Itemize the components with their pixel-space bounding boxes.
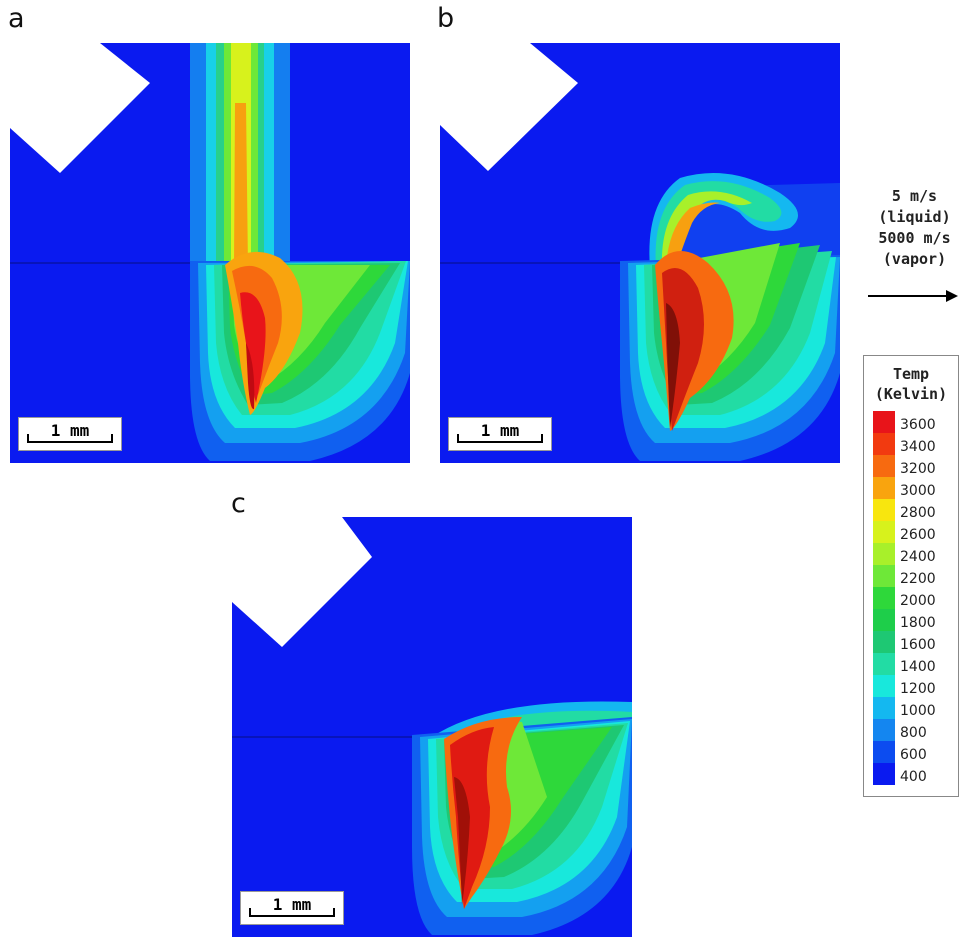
legend-level-label: 800 xyxy=(900,725,927,741)
panel-b-letter: b xyxy=(437,3,455,34)
legend-level-label: 2400 xyxy=(900,549,936,565)
legend-swatch xyxy=(873,411,895,433)
panel-b-scale-line xyxy=(457,434,543,443)
panel-a-contour-plot xyxy=(10,43,410,461)
legend-level-label: 3600 xyxy=(900,417,936,433)
legend-level-label: 2200 xyxy=(900,571,936,587)
nozzle-shape xyxy=(440,43,578,171)
panel-c-scale-line xyxy=(249,908,335,917)
panel-c-scale-label: 1 mm xyxy=(272,895,312,914)
panel-a-scale-label: 1 mm xyxy=(50,421,90,440)
legend-level-label: 2600 xyxy=(900,527,936,543)
panel-a-scale-line xyxy=(27,434,113,443)
legend-swatch xyxy=(873,477,895,499)
panel-c-contour-plot xyxy=(232,517,632,935)
legend-swatch xyxy=(873,565,895,587)
legend-title-line2: (Kelvin) xyxy=(874,385,948,403)
legend-swatch xyxy=(873,719,895,741)
panel-b-temperature-field: 1 mm xyxy=(440,43,840,463)
legend-swatch xyxy=(873,543,895,565)
panel-a-temperature-field: 1 mm xyxy=(10,43,410,463)
legend-level-label: 3200 xyxy=(900,461,936,477)
panel-b-scale-label: 1 mm xyxy=(480,421,520,440)
legend-level-label: 3400 xyxy=(900,439,936,455)
legend-title-line1: Temp xyxy=(892,365,930,383)
legend-swatch xyxy=(873,675,895,697)
legend-swatch xyxy=(873,631,895,653)
nozzle-shape xyxy=(10,43,150,173)
legend-swatch xyxy=(873,433,895,455)
panel-a-letter: a xyxy=(8,3,25,34)
velocity-arrow-icon xyxy=(868,290,958,302)
panel-c-scale-bar: 1 mm xyxy=(240,891,344,925)
legend-level-label: 400 xyxy=(900,769,927,785)
legend-level-label: 1400 xyxy=(900,659,936,675)
legend-swatch xyxy=(873,587,895,609)
legend-swatch xyxy=(873,741,895,763)
legend-swatch xyxy=(873,499,895,521)
panel-b-scale-bar: 1 mm xyxy=(448,417,552,451)
vapor-velocity-label: (vapor) xyxy=(882,250,947,268)
legend-swatch xyxy=(873,697,895,719)
nozzle-shape xyxy=(232,517,372,647)
legend-level-label: 3000 xyxy=(900,483,936,499)
panel-c-letter: c xyxy=(231,488,246,519)
legend-swatch xyxy=(873,609,895,631)
legend-level-label: 2000 xyxy=(900,593,936,609)
legend-level-label: 1600 xyxy=(900,637,936,653)
temperature-legend: Temp (Kelvin) 3600 3400 3200 3000 2800 2600 24… xyxy=(863,355,959,797)
vapor-velocity-value: 5000 m/s xyxy=(878,229,951,247)
legend-swatch xyxy=(873,455,895,477)
liquid-velocity-label: (liquid) xyxy=(878,208,951,226)
legend-swatch xyxy=(873,653,895,675)
legend-swatch xyxy=(873,763,895,785)
liquid-velocity-value: 5 m/s xyxy=(891,187,938,205)
legend-swatches xyxy=(873,411,895,785)
legend-level-label: 2800 xyxy=(900,505,936,521)
panel-b-contour-plot xyxy=(440,43,840,461)
legend-level-label: 1200 xyxy=(900,681,936,697)
legend-swatch xyxy=(873,521,895,543)
legend-level-label: 600 xyxy=(900,747,927,763)
velocity-reference: 5 m/s (liquid) 5000 m/s (vapor) xyxy=(862,186,967,270)
legend-title: Temp (Kelvin) xyxy=(864,364,958,404)
legend-labels: 3600 3400 3200 3000 2800 2600 2400 2200 2000 1800… xyxy=(900,414,936,788)
panel-a-scale-bar: 1 mm xyxy=(18,417,122,451)
legend-level-label: 1000 xyxy=(900,703,936,719)
legend-level-label: 1800 xyxy=(900,615,936,631)
panel-c-temperature-field: 1 mm xyxy=(232,517,632,937)
